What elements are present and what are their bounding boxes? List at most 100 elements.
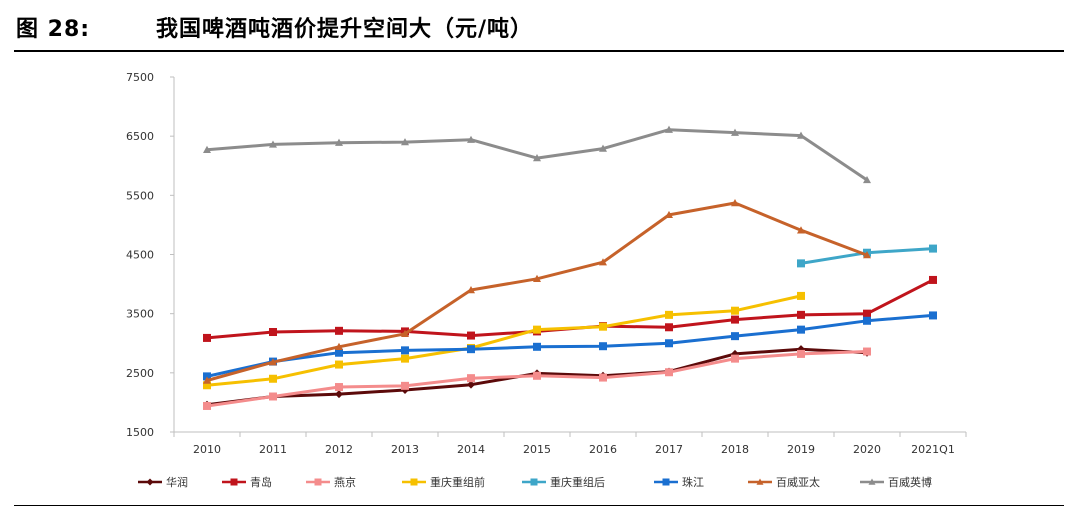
data-point bbox=[467, 331, 475, 340]
legend-label: 青岛 bbox=[250, 475, 272, 489]
data-point bbox=[335, 390, 343, 399]
x-tick-label: 2014 bbox=[457, 443, 485, 456]
data-point bbox=[401, 329, 409, 337]
x-tick-label: 2021Q1 bbox=[911, 443, 955, 456]
data-point bbox=[797, 226, 805, 234]
data-point bbox=[533, 274, 541, 282]
data-point bbox=[731, 354, 739, 363]
data-point bbox=[269, 358, 277, 366]
data-point bbox=[335, 342, 343, 350]
data-point bbox=[599, 258, 607, 266]
legend-marker bbox=[756, 478, 764, 485]
data-point bbox=[797, 291, 805, 300]
bottom-rule bbox=[14, 505, 1064, 506]
data-point bbox=[269, 328, 277, 337]
x-axis: 2010 2011 2012 2013 2014 2015 2016 2017 2018 2019… bbox=[173, 431, 967, 456]
x-tick-label: 2015 bbox=[523, 443, 551, 456]
x-tick-label: 2017 bbox=[655, 443, 683, 456]
y-tick-label: 5500 bbox=[126, 189, 154, 202]
legend-item: 百威英博 bbox=[860, 475, 932, 489]
data-point bbox=[665, 368, 673, 377]
data-point bbox=[401, 138, 409, 146]
data-point bbox=[203, 333, 211, 342]
data-point bbox=[863, 251, 871, 259]
x-tick-label: 2012 bbox=[325, 443, 353, 456]
legend-marker bbox=[410, 478, 418, 486]
data-point bbox=[533, 342, 541, 351]
data-point bbox=[731, 332, 739, 341]
data-point bbox=[467, 135, 475, 143]
top-rule bbox=[14, 50, 1064, 52]
data-point bbox=[863, 309, 871, 318]
data-point bbox=[797, 131, 805, 139]
legend-item: 珠江 bbox=[654, 475, 704, 489]
data-point bbox=[929, 244, 937, 253]
legend-marker bbox=[230, 478, 238, 486]
figure-header: 图 28: 我国啤酒吨酒价提升空间大（元/吨） bbox=[16, 10, 1060, 44]
data-point bbox=[335, 360, 343, 369]
y-tick-label: 1500 bbox=[126, 426, 154, 439]
data-point bbox=[665, 323, 673, 332]
series-line bbox=[205, 201, 869, 382]
x-tick-label: 2018 bbox=[721, 443, 749, 456]
x-tick-label: 2010 bbox=[193, 443, 221, 456]
data-point bbox=[731, 315, 739, 324]
legend-item: 燕京 bbox=[306, 475, 356, 489]
series-4 bbox=[203, 291, 805, 390]
y-tick-label: 4500 bbox=[126, 249, 154, 262]
series-6 bbox=[203, 311, 937, 381]
x-tick-label: 2013 bbox=[391, 443, 419, 456]
legend-label: 燕京 bbox=[334, 475, 356, 489]
data-point bbox=[203, 401, 211, 410]
data-point bbox=[269, 374, 277, 383]
legend-label: 重庆重组后 bbox=[550, 475, 605, 489]
data-point bbox=[533, 325, 541, 334]
data-point bbox=[467, 374, 475, 383]
legend-item: 百威亚太 bbox=[748, 476, 820, 489]
legend-label: 华润 bbox=[166, 475, 188, 489]
y-tick-label: 2500 bbox=[126, 367, 154, 380]
x-tick-label: 2016 bbox=[589, 443, 617, 456]
legend-marker bbox=[146, 478, 154, 486]
data-point bbox=[203, 372, 211, 381]
x-tick-label: 2019 bbox=[787, 443, 815, 456]
data-point bbox=[863, 316, 871, 325]
y-tick-label: 7500 bbox=[126, 71, 154, 84]
data-point bbox=[335, 348, 343, 357]
legend-label: 百威亚太 bbox=[776, 476, 820, 489]
data-point bbox=[335, 326, 343, 335]
data-point bbox=[335, 383, 343, 392]
legend-item: 重庆重组前 bbox=[402, 475, 485, 489]
y-tick-label: 6500 bbox=[126, 130, 154, 143]
legend-label: 珠江 bbox=[682, 475, 704, 489]
data-point bbox=[467, 345, 475, 354]
x-tick-label: 2011 bbox=[259, 443, 287, 456]
legend-marker bbox=[662, 478, 670, 486]
data-point bbox=[203, 381, 211, 390]
data-point bbox=[929, 275, 937, 284]
data-point bbox=[401, 381, 409, 390]
data-point bbox=[599, 144, 607, 152]
data-point bbox=[467, 286, 475, 294]
data-point bbox=[269, 392, 277, 401]
legend: 华润 青岛 燕京 重庆重组前 重庆重组后 珠江 百威亚太 百威英博 bbox=[138, 475, 932, 489]
data-point bbox=[863, 175, 871, 184]
legend-marker bbox=[530, 478, 538, 486]
data-point bbox=[665, 310, 673, 319]
data-point bbox=[467, 380, 475, 389]
legend-label: 百威英博 bbox=[888, 475, 932, 489]
y-tick-label: 3500 bbox=[126, 308, 154, 321]
figure-number: 图 28: bbox=[16, 17, 91, 42]
data-point bbox=[533, 371, 541, 380]
data-point bbox=[203, 376, 211, 384]
data-point bbox=[203, 145, 211, 153]
data-point bbox=[797, 325, 805, 334]
data-point bbox=[797, 349, 805, 358]
data-point bbox=[599, 322, 607, 331]
data-point bbox=[533, 154, 541, 162]
y-axis: 1500 2500 3500 4500 5500 6500 7500 bbox=[126, 71, 175, 439]
series-line bbox=[205, 294, 803, 387]
legend-marker bbox=[868, 478, 876, 485]
data-point bbox=[401, 346, 409, 355]
